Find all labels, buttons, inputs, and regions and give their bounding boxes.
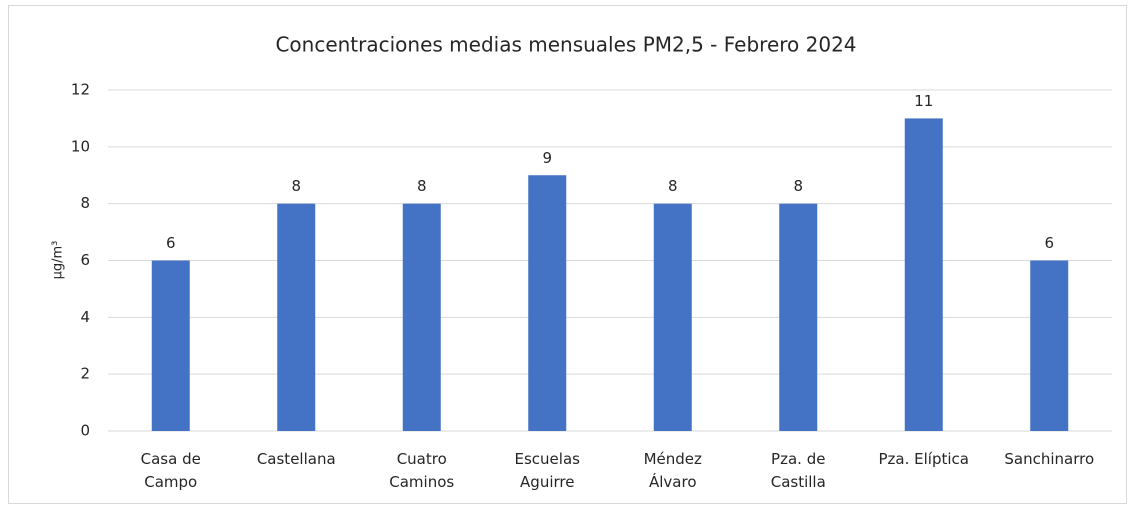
x-tick-label: Méndez Álvaro: [644, 450, 702, 491]
y-tick-label: 0: [80, 422, 90, 440]
data-label: 8: [793, 177, 803, 195]
x-tick-label: Sanchinarro: [1004, 450, 1094, 468]
bar: [528, 175, 567, 431]
bar: [653, 203, 692, 431]
data-label: 6: [1044, 234, 1054, 252]
bar: [1030, 260, 1069, 431]
bar: [402, 203, 441, 431]
x-tick-line: Cuatro: [397, 450, 447, 468]
x-tick-line: Álvaro: [649, 472, 697, 491]
x-tick-line: Castilla: [771, 473, 826, 491]
data-label: 6: [166, 234, 176, 252]
x-tick-label: Escuelas Aguirre: [515, 450, 581, 491]
x-tick-line: Caminos: [389, 473, 454, 491]
bar: [277, 203, 316, 431]
x-tick-label: Castellana: [257, 450, 336, 468]
y-tick-label: 10: [71, 137, 90, 155]
x-tick-line: Castellana: [257, 450, 336, 468]
x-tick-label: Cuatro Caminos: [389, 450, 454, 491]
x-tick-label: Pza. Elíptica: [879, 450, 969, 468]
x-tick-line: Pza. de: [771, 450, 825, 468]
data-label: 8: [291, 177, 301, 195]
x-tick-line: Sanchinarro: [1004, 450, 1094, 468]
data-label: 8: [417, 177, 427, 195]
bar: [904, 118, 943, 432]
y-tick-label: 8: [80, 194, 90, 212]
x-tick-line: Aguirre: [520, 473, 574, 491]
bar: [779, 203, 818, 431]
x-tick-label: Pza. de Castilla: [771, 450, 826, 491]
y-tick-label: 2: [80, 365, 90, 383]
x-tick-line: Campo: [144, 473, 197, 491]
y-tick-label: 4: [80, 308, 90, 326]
data-label: 11: [914, 92, 933, 110]
x-tick-line: Escuelas: [515, 450, 581, 468]
x-tick-label: Casa de Campo: [141, 450, 201, 491]
y-axis-label: µg/m³: [51, 241, 66, 280]
bar: [151, 260, 190, 431]
y-tick-label: 6: [80, 251, 90, 269]
x-tick-line: Casa de: [141, 450, 201, 468]
x-tick-line: Méndez: [644, 450, 702, 468]
data-label: 9: [542, 149, 552, 167]
x-tick-line: Pza. Elíptica: [879, 450, 969, 468]
data-label: 8: [668, 177, 678, 195]
y-tick-label: 12: [71, 81, 90, 99]
chart-title: Concentraciones medias mensuales PM2,5 -…: [275, 33, 856, 57]
